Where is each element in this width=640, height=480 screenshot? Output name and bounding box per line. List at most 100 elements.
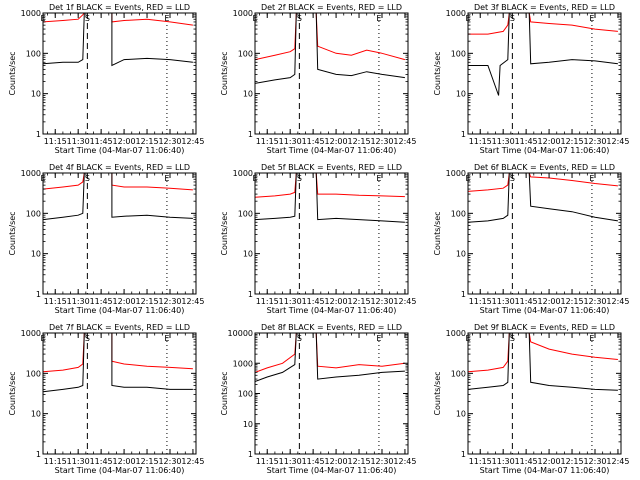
x-tick-label: 12:00 [325,137,348,146]
x-tick-label: 12:00 [113,457,136,466]
events-series [468,333,618,391]
events-series [255,333,405,382]
y-axis-label: Counts/sec [433,211,442,255]
x-tick-label: 11:45 [515,297,538,306]
y-tick-label: 1 [36,290,41,299]
x-tick-label: 12:15 [348,457,371,466]
lld-series [255,13,406,61]
y-axis-label: Counts/sec [8,211,17,255]
y-tick-label: 10 [31,90,41,99]
events-series [468,13,618,96]
marker-label: E [376,174,381,183]
y-axis-label: Counts/sec [433,371,442,415]
y-tick-label: 1 [248,450,253,459]
x-tick-label: 12:45 [606,457,629,466]
x-tick-label: 11:15 [256,297,279,306]
y-axis-label: Counts/sec [8,51,17,95]
y-tick-label: 10 [31,410,41,419]
y-axis-label: Counts/sec [220,51,229,95]
lld-series [43,333,193,373]
y-tick-label: 1000 [233,169,253,178]
x-tick-label: 12:00 [325,457,348,466]
x-tick-label: 12:15 [561,457,584,466]
detector-panel-3: Det 3f BLACK = Events, RED = LLD Counts/s… [433,3,629,155]
plot-frame [254,172,409,295]
x-tick-label: 11:30 [279,457,302,466]
lld-series [468,13,618,35]
y-tick-label: 100 [238,209,253,218]
x-tick-label: 12:45 [393,297,416,306]
x-tick-label: 12:30 [370,457,393,466]
x-tick-label: 11:45 [90,137,113,146]
events-series [468,173,618,223]
x-axis-label: Start Time (04-Mar-07 11:06:40) [480,146,610,155]
events-series [43,333,193,393]
x-axis-label: Start Time (04-Mar-07 11:06:40) [55,306,185,315]
panel-title: Det 8f BLACK = Events, RED = LLD [261,323,402,332]
marker-label: E [589,174,594,183]
y-tick-label: 1 [248,290,253,299]
plot-frame [467,332,622,455]
x-axis-label: Start Time (04-Mar-07 11:06:40) [55,146,185,155]
plot-frame [467,12,622,135]
y-tick-label: 1 [36,450,41,459]
x-tick-label: 11:45 [90,457,113,466]
panel-title: Det 2f BLACK = Events, RED = LLD [261,3,402,12]
y-tick-label: 10 [456,410,466,419]
x-axis-label: Start Time (04-Mar-07 11:06:40) [55,466,185,475]
lld-series [468,333,618,373]
y-tick-label: 10 [243,420,253,429]
x-tick-label: 11:15 [256,457,279,466]
x-tick-label: 12:45 [393,137,416,146]
x-tick-label: 12:15 [561,297,584,306]
y-tick-label: 10 [456,90,466,99]
x-tick-label: 11:30 [492,457,515,466]
marker-label: E [589,14,594,23]
detector-panel-4: Det 4f BLACK = Events, RED = LLD Counts/s… [8,163,204,315]
x-tick-label: 12:30 [583,137,606,146]
y-tick-label: 1000 [446,329,466,338]
x-tick-label: 12:45 [606,297,629,306]
y-tick-label: 10000 [228,329,253,338]
x-tick-label: 11:45 [90,297,113,306]
panel-title: Det 1f BLACK = Events, RED = LLD [49,3,190,12]
detector-panel-8: Det 8f BLACK = Events, RED = LLD Counts/s… [220,323,416,475]
x-tick-label: 11:45 [302,297,325,306]
panel-title: Det 7f BLACK = Events, RED = LLD [49,323,190,332]
panel-title: Det 5f BLACK = Events, RED = LLD [261,163,402,172]
x-axis-label: Start Time (04-Mar-07 11:06:40) [480,466,610,475]
y-tick-label: 1000 [446,9,466,18]
x-axis-label: Start Time (04-Mar-07 11:06:40) [267,306,397,315]
x-tick-label: 12:30 [370,137,393,146]
x-tick-label: 11:45 [515,137,538,146]
y-tick-label: 100 [238,49,253,58]
y-tick-label: 100 [451,49,466,58]
x-tick-label: 11:15 [44,457,67,466]
y-tick-label: 100 [26,369,41,378]
x-tick-label: 11:15 [469,457,492,466]
marker-label: E [164,14,169,23]
marker-label: E [376,334,381,343]
x-tick-label: 12:15 [348,297,371,306]
lld-series [43,13,193,26]
x-tick-label: 11:30 [279,137,302,146]
plot-frame [254,332,409,455]
y-tick-label: 1 [461,290,466,299]
detector-panel-1: Det 1f BLACK = Events, RED = LLD Counts/s… [8,3,204,155]
y-tick-label: 100 [26,209,41,218]
x-tick-label: 11:15 [44,137,67,146]
y-axis-label: Counts/sec [220,371,229,415]
x-tick-label: 12:00 [113,297,136,306]
y-tick-label: 10 [243,90,253,99]
x-tick-label: 12:15 [136,457,159,466]
detector-panel-9: Det 9f BLACK = Events, RED = LLD Counts/s… [433,323,629,475]
detector-panel-6: Det 6f BLACK = Events, RED = LLD Counts/s… [433,163,629,315]
x-tick-label: 11:30 [67,457,90,466]
x-tick-label: 11:15 [469,297,492,306]
events-series [255,13,405,84]
y-tick-label: 1000 [21,9,41,18]
panel-title: Det 9f BLACK = Events, RED = LLD [474,323,615,332]
lld-series [255,333,405,373]
x-tick-label: 12:45 [181,297,204,306]
